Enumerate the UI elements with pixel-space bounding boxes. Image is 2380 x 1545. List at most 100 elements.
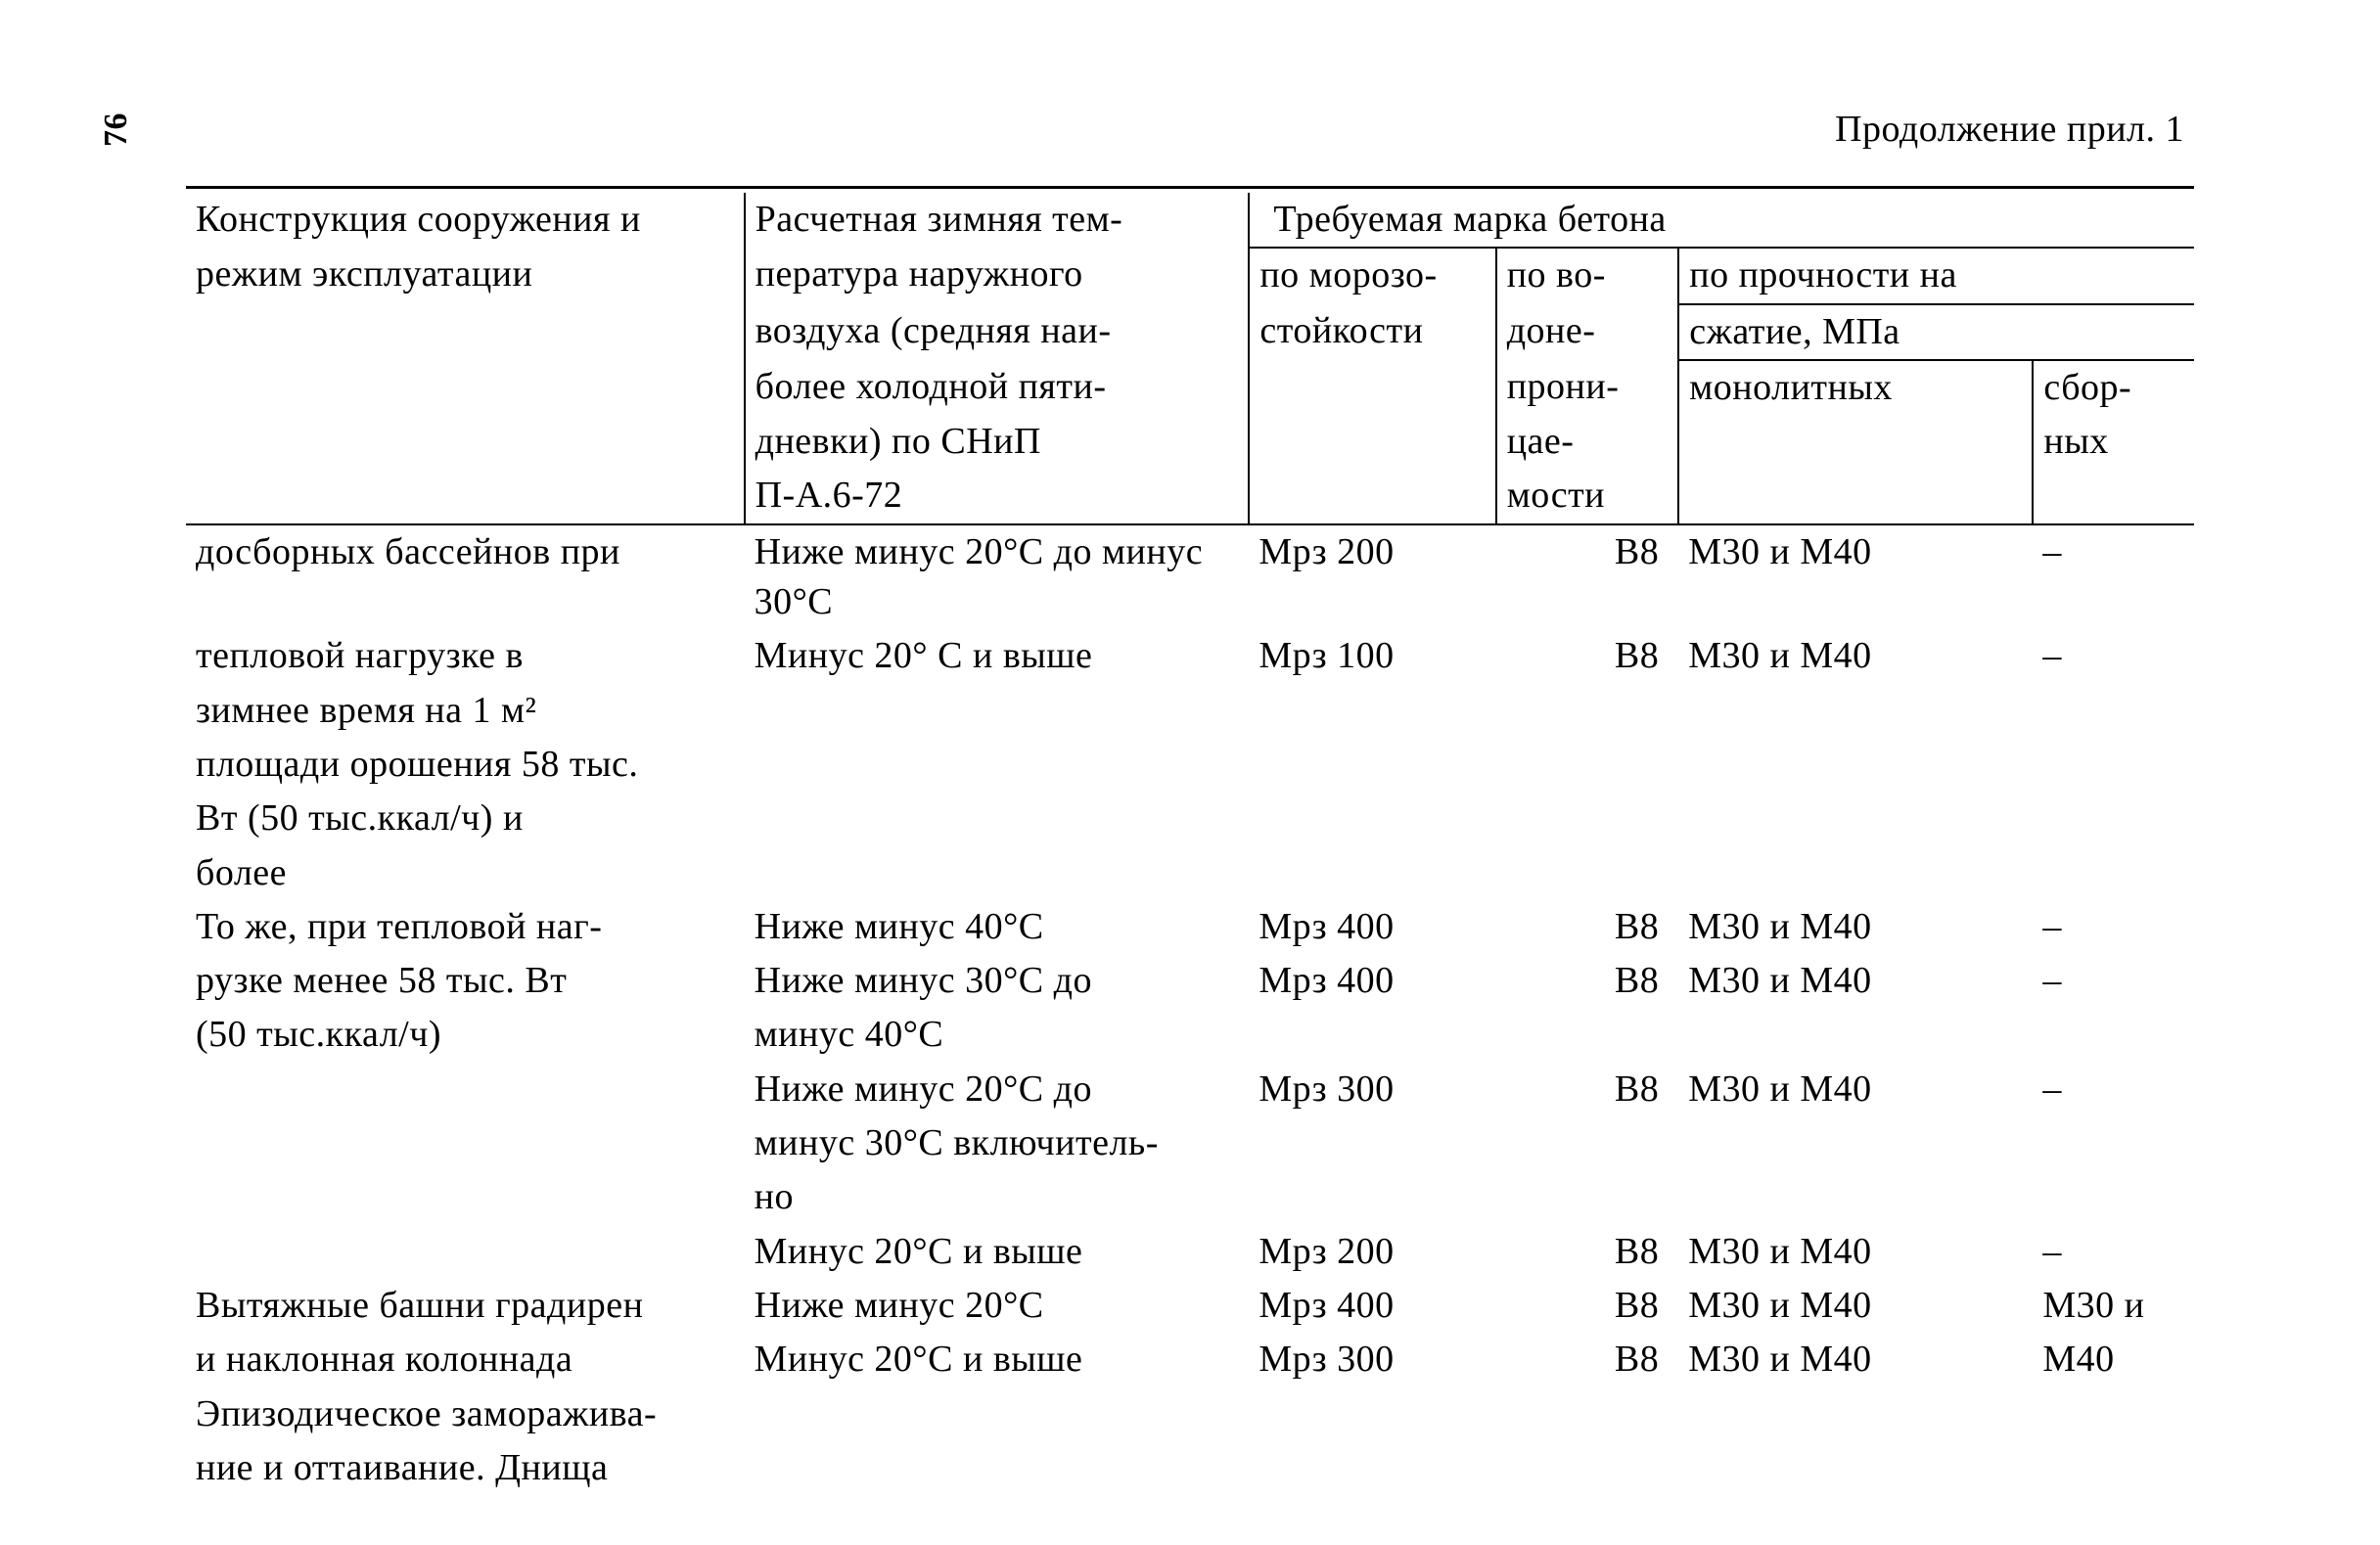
cell-temp: Ниже минус 20°С [745, 1279, 1250, 1333]
hdr-col6-l4: ных [2033, 415, 2194, 469]
cell-desc: и наклонная колоннада [186, 1333, 745, 1386]
table-row: площади орошения 58 тыс. [186, 738, 2194, 792]
cell-desc: Вт (50 тыс.ккал/ч) и [186, 792, 745, 845]
table-row: ние и оттаивание. Днища [186, 1441, 2194, 1495]
cell-mono: М30 и М40 [1678, 900, 2033, 954]
hdr-col1: Конструкция сооружения и [186, 193, 745, 248]
cell-водонепрониц: В8 [1496, 954, 1679, 1008]
cell-mrz [1249, 1170, 1495, 1224]
hdr-col6-l3: сбор- [2033, 360, 2194, 415]
cell-desc: (50 тыс.ккал/ч) [186, 1008, 745, 1062]
cell-mono: М30 и М40 [1678, 1279, 2033, 1333]
hdr-col2-l4: более холодной пяти- [745, 360, 1250, 415]
cell-водонепрониц [1496, 1170, 1679, 1224]
cell-temp: но [745, 1170, 1250, 1224]
cell-mrz: Мрз 400 [1249, 1279, 1495, 1333]
cell-водонепрониц: В8 [1496, 1225, 1679, 1279]
table-row: и наклонная колоннадаМинус 20°С и вышеМр… [186, 1333, 2194, 1386]
cell-temp: Ниже минус 20°С до минус 30°С [745, 524, 1250, 630]
hdr-col5-l3: монолитных [1678, 360, 2033, 415]
table-row: более [186, 846, 2194, 900]
cell-mono [1678, 1170, 2033, 1224]
cell-desc: тепловой нагрузке в [186, 629, 745, 683]
cell-mono: М30 и М40 [1678, 629, 2033, 683]
table-row: но [186, 1170, 2194, 1224]
cell-temp: минус 30°С включитель- [745, 1116, 1250, 1170]
cell-sbor: – [2033, 1225, 2194, 1279]
cell-sbor [2033, 1008, 2194, 1062]
cell-desc: Вытяжные башни градирен [186, 1279, 745, 1333]
cell-temp: Ниже минус 40°С [745, 900, 1250, 954]
cell-desc: То же, при тепловой наг- [186, 900, 745, 954]
cell-mono [1678, 1008, 2033, 1062]
cell-desc [186, 1063, 745, 1116]
page-number: 76 [98, 113, 135, 147]
table-row: зимнее время на 1 м² [186, 684, 2194, 738]
cell-sbor: – [2033, 900, 2194, 954]
cell-temp: минус 40°С [745, 1008, 1250, 1062]
cell-desc: ние и оттаивание. Днища [186, 1441, 745, 1495]
hdr-col4-l3: прони- [1496, 360, 1679, 415]
cell-mono: М30 и М40 [1678, 954, 2033, 1008]
cell-temp: Ниже минус 30°С до [745, 954, 1250, 1008]
cell-водонепрониц [1496, 1116, 1679, 1170]
hdr-col2-l6: П-А.6-72 [745, 469, 1250, 523]
cell-водонепрониц [1496, 1008, 1679, 1062]
cell-mrz: Мрз 400 [1249, 900, 1495, 954]
cell-desc [186, 1116, 745, 1170]
cell-водонепрониц: В8 [1496, 900, 1679, 954]
hdr-col4-l2: доне- [1496, 304, 1679, 360]
table-row: минус 30°С включитель- [186, 1116, 2194, 1170]
cell-desc: площади орошения 58 тыс. [186, 738, 745, 792]
table-row: То же, при тепловой наг-Ниже минус 40°СМ… [186, 900, 2194, 954]
cell-desc [186, 1170, 745, 1224]
hdr-span-top: Требуемая марка бетона [1249, 193, 2194, 248]
spec-table: Конструкция сооружения и Расчетная зимня… [186, 186, 2194, 1495]
cell-mono: М30 и М40 [1678, 1333, 2033, 1386]
table-row: Вт (50 тыс.ккал/ч) и [186, 792, 2194, 845]
cell-водонепрониц: В8 [1496, 1333, 1679, 1386]
cell-mono: М30 и М40 [1678, 524, 2033, 630]
cell-mrz: Мрз 200 [1249, 1225, 1495, 1279]
cell-desc: рузке менее 58 тыс. Вт [186, 954, 745, 1008]
hdr-col3-l2: стойкости [1249, 304, 1495, 360]
cell-водонепрониц: В8 [1496, 1063, 1679, 1116]
hdr-col3-l1: по морозо- [1249, 248, 1495, 303]
table-row: Эпизодическое заморажива- [186, 1387, 2194, 1441]
table-row: Вытяжные башни градиренНиже минус 20°СМр… [186, 1279, 2194, 1333]
cell-водонепрониц: В8 [1496, 629, 1679, 683]
cell-sbor: – [2033, 1063, 2194, 1116]
cell-sbor: – [2033, 954, 2194, 1008]
cell-водонепрониц: В8 [1496, 524, 1679, 630]
cell-sbor [2033, 1170, 2194, 1224]
cell-mono: М30 и М40 [1678, 1225, 2033, 1279]
table-row: досборных бассейнов приНиже минус 20°С д… [186, 524, 2194, 630]
cell-mrz: Мрз 300 [1249, 1063, 1495, 1116]
hdr-col4-l5: мости [1496, 469, 1679, 523]
hdr-col4-l4: цае- [1496, 415, 1679, 469]
table-row: Ниже минус 20°С доМрз 300В8М30 и М40– [186, 1063, 2194, 1116]
cell-desc: досборных бассейнов при [186, 524, 745, 630]
hdr-col2: Расчетная зимняя тем- [745, 193, 1250, 248]
cell-sbor: – [2033, 629, 2194, 683]
cell-temp: Минус 20°С и выше [745, 1225, 1250, 1279]
table-row: тепловой нагрузке вМинус 20° С и вышеМрз… [186, 629, 2194, 683]
cell-sbor: – [2033, 524, 2194, 630]
table-row: Минус 20°С и вышеМрз 200В8М30 и М40– [186, 1225, 2194, 1279]
cell-mono [1678, 1116, 2033, 1170]
cell-mrz: Мрз 100 [1249, 629, 1495, 683]
cell-водонепрониц: В8 [1496, 1279, 1679, 1333]
cell-desc: зимнее время на 1 м² [186, 684, 745, 738]
cell-temp: Ниже минус 20°С до [745, 1063, 1250, 1116]
cell-mrz [1249, 1116, 1495, 1170]
cell-mrz: Мрз 300 [1249, 1333, 1495, 1386]
hdr-col1-l2: режим эксплуатации [186, 248, 745, 303]
continuation-label: Продолжение прил. 1 [186, 108, 2194, 151]
table-row: рузке менее 58 тыс. ВтНиже минус 30°С до… [186, 954, 2194, 1008]
cell-desc: более [186, 846, 745, 900]
page: 76 Продолжение прил. 1 Конструкция соору… [0, 0, 2380, 1545]
hdr-col2-l2: пература наружного [745, 248, 1250, 303]
cell-sbor [2033, 1116, 2194, 1170]
cell-sbor: М30 и [2033, 1279, 2194, 1333]
cell-mono: М30 и М40 [1678, 1063, 2033, 1116]
